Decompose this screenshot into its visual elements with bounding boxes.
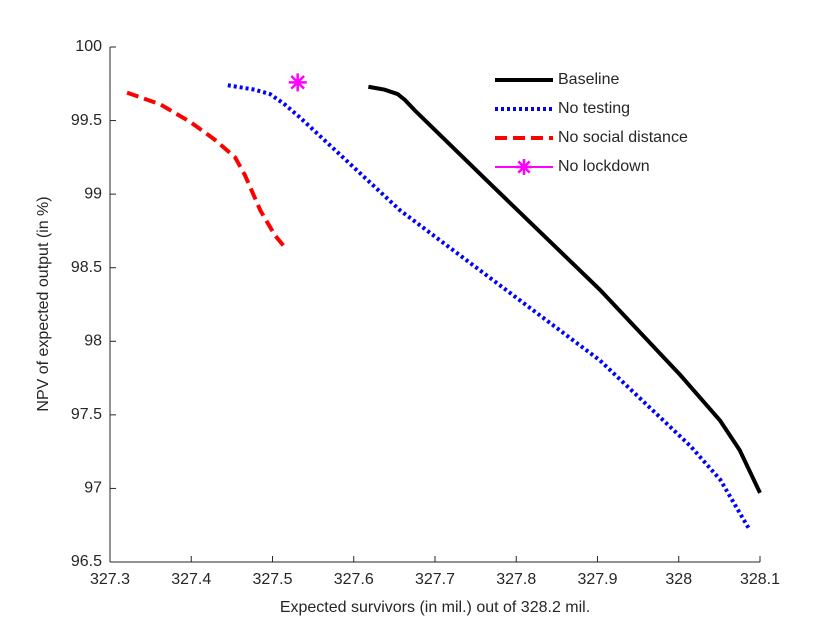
y-tick-label: 97 — [84, 480, 102, 497]
series-line — [368, 84, 762, 494]
legend-label: No lockdown — [558, 158, 650, 175]
x-axis-label: Expected survivors (in mil.) out of 328.… — [280, 599, 590, 616]
x-tick-label: 327.6 — [334, 571, 374, 588]
y-tick-label: 99 — [84, 185, 102, 202]
y-axis-label: NPV of expected output (in %) — [35, 196, 52, 411]
x-tick-label: 327.7 — [415, 571, 455, 588]
legend-label: No testing — [558, 100, 630, 117]
x-tick-label: 327.3 — [90, 571, 130, 588]
legend-label: No social distance — [558, 129, 688, 146]
y-tick-label: 96.5 — [71, 553, 102, 570]
series-line — [227, 83, 751, 530]
legend-marker — [516, 159, 532, 175]
x-tick-label: 328 — [665, 571, 692, 588]
series-line — [126, 90, 289, 252]
y-tick-label: 98.5 — [71, 259, 102, 276]
y-tick-label: 97.5 — [71, 406, 102, 423]
x-tick-label: 327.5 — [252, 571, 292, 588]
marker — [288, 73, 307, 92]
y-tick-label: 98 — [84, 333, 102, 350]
x-tick-label: 327.9 — [577, 571, 617, 588]
y-tick-label: 99.5 — [71, 112, 102, 129]
x-tick-label: 327.8 — [496, 571, 536, 588]
legend-label: Baseline — [558, 71, 619, 88]
x-tick-label: 328.1 — [740, 571, 780, 588]
x-tick-label: 327.4 — [171, 571, 211, 588]
y-tick-label: 100 — [75, 38, 102, 55]
